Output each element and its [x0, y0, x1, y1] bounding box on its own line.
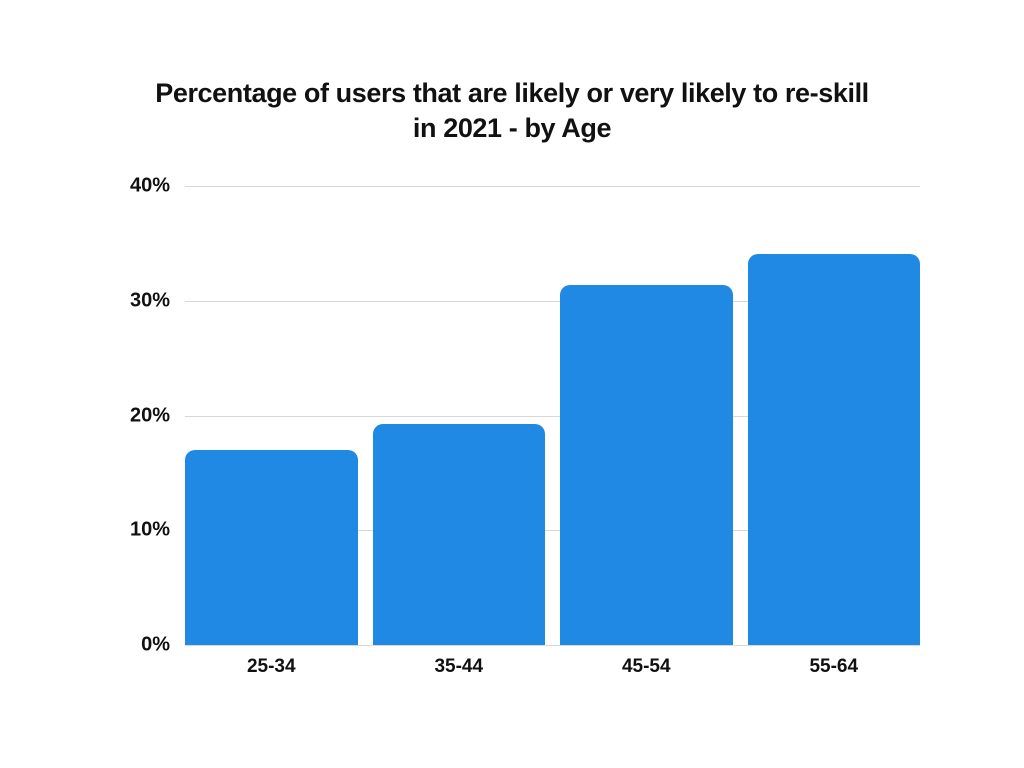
y-tick-label-10: 10% [129, 518, 170, 541]
y-tick-label-0: 0% [141, 633, 170, 656]
y-tick-label-30: 30% [129, 289, 170, 312]
chart-title: Percentage of users that are likely or v… [62, 76, 962, 146]
chart-title-line-1: Percentage of users that are likely or v… [155, 78, 869, 108]
x-tick-label-25-34: 25-34 [246, 656, 296, 677]
plot-area [185, 186, 920, 646]
bars-container [185, 186, 920, 645]
y-tick-label-40: 40% [129, 174, 170, 197]
gridline-20 [185, 415, 920, 417]
gridline-40 [185, 186, 920, 187]
x-tick-label-35-44: 35-44 [434, 656, 484, 677]
x-axis-labels: 25-34 35-44 45-54 55-64 [185, 656, 920, 678]
chart-title-line-2: in 2021 - by Age [412, 113, 612, 143]
gridline-30 [185, 300, 920, 302]
gridline-10 [185, 530, 920, 532]
bar-25-34 [185, 449, 358, 645]
gridline-0 [185, 645, 920, 646]
y-tick-label-20: 20% [129, 404, 170, 426]
y-axis-labels: 0% 10% 20% 30% 40% [0, 175, 170, 656]
x-tick-label-55-64: 55-64 [809, 656, 859, 677]
bar-55-64 [747, 253, 920, 645]
bar-45-54 [560, 284, 733, 645]
bar-35-44 [372, 423, 545, 645]
x-tick-label-45-54: 45-54 [621, 656, 671, 677]
